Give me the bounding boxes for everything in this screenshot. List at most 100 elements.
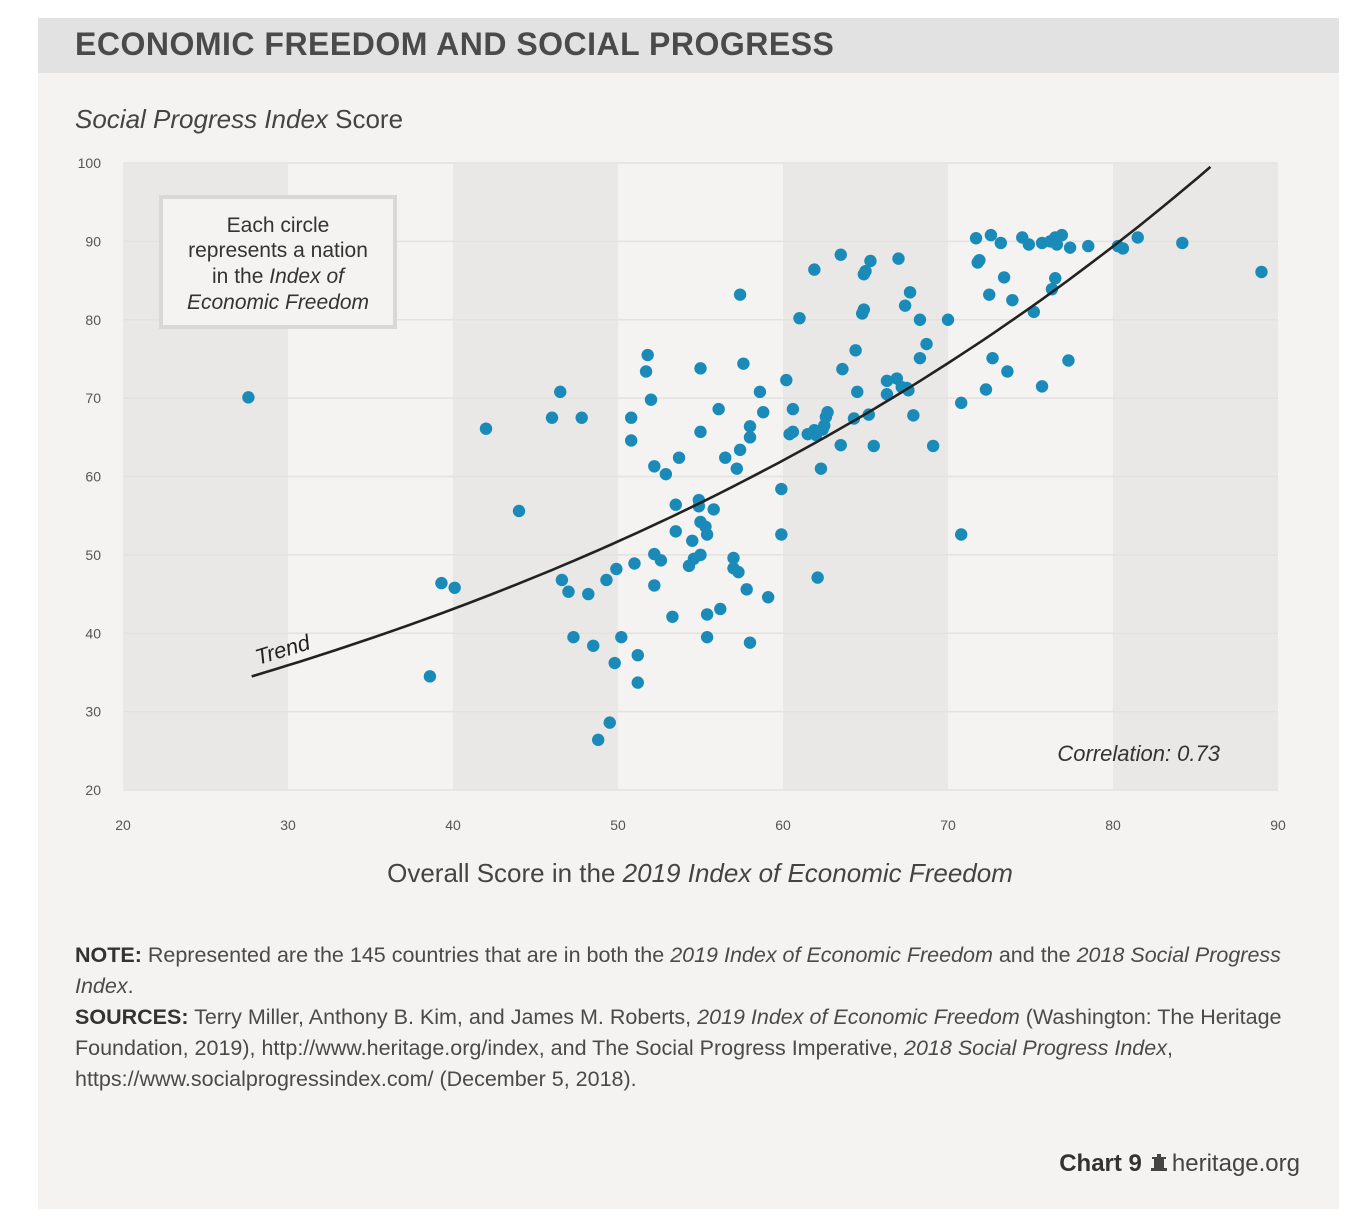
legend-line-3-italic: Index of	[269, 265, 346, 288]
y-tick-label: 20	[85, 782, 101, 798]
data-point	[880, 374, 894, 388]
data-point	[512, 504, 526, 518]
data-point	[821, 406, 834, 419]
footer: Chart 9 heritage.org	[1059, 1150, 1300, 1178]
data-point	[1062, 354, 1075, 367]
sources-text-1: Terry Miller, Anthony B. Kim, and James …	[188, 1005, 698, 1029]
chart-number: Chart 9	[1059, 1150, 1142, 1177]
chart-title: ECONOMIC FREEDOM AND SOCIAL PROGRESS	[75, 26, 835, 62]
data-point	[834, 248, 847, 261]
data-point	[913, 313, 927, 326]
data-point	[907, 409, 920, 422]
data-point	[814, 462, 828, 475]
data-point	[587, 639, 600, 652]
data-point	[732, 565, 745, 579]
data-point	[686, 534, 699, 547]
data-point	[1006, 293, 1019, 307]
legend-box: Each circle represents a nation in the I…	[159, 195, 397, 329]
y-axis-tick-labels: 20 30 40 50 60 70 80 90 100	[78, 155, 102, 798]
data-point	[242, 391, 255, 404]
liberty-bell-icon	[1150, 1154, 1167, 1171]
data-point	[669, 498, 682, 511]
trend-line	[251, 165, 1212, 678]
x-tick-label: 50	[610, 817, 626, 833]
data-point	[903, 286, 917, 299]
data-point	[545, 411, 559, 424]
x-tick-label: 30	[280, 817, 296, 833]
notes-section: NOTE: Represented are the 145 countries …	[75, 940, 1295, 1095]
data-point	[1050, 238, 1064, 251]
data-point	[849, 344, 862, 357]
data-point	[740, 583, 753, 596]
x-tick-label: 70	[940, 817, 956, 833]
data-point	[648, 579, 661, 592]
data-point	[1049, 272, 1062, 285]
legend-line-3-plain: in the	[212, 265, 269, 288]
data-point	[1255, 265, 1268, 279]
legend-line-1: Each circle	[227, 214, 330, 237]
y-axis-title-rest: Score	[327, 104, 404, 134]
data-point	[786, 425, 800, 439]
data-point	[555, 573, 569, 587]
note-italic-2: 2018 Social Progress Index	[75, 943, 1281, 998]
data-point	[955, 396, 968, 410]
data-point	[892, 252, 905, 265]
data-point	[984, 228, 998, 242]
note-italic-1: 2019 Index of Economic Freedom	[670, 943, 993, 967]
data-point	[1063, 241, 1077, 254]
data-point	[973, 253, 986, 267]
data-point	[700, 608, 714, 621]
data-point	[600, 573, 613, 587]
data-point	[1055, 228, 1069, 242]
data-point	[582, 587, 595, 601]
data-point	[448, 581, 461, 594]
y-tick-label: 70	[85, 390, 101, 406]
data-point	[997, 271, 1011, 284]
data-point	[562, 585, 575, 598]
data-point	[575, 411, 588, 424]
note-text-3: .	[127, 974, 134, 998]
data-point	[641, 348, 654, 362]
y-tick-label: 60	[85, 469, 101, 485]
data-point	[694, 362, 707, 375]
data-point	[836, 362, 849, 376]
x-tick-label: 60	[775, 817, 791, 833]
data-points	[242, 228, 1268, 747]
data-point	[983, 288, 996, 301]
y-axis-title-italic: Social Progress Index	[75, 104, 328, 134]
data-point	[743, 420, 757, 433]
y-tick-label: 50	[85, 547, 101, 563]
data-point	[648, 460, 661, 473]
data-point	[625, 411, 638, 424]
data-point	[859, 264, 872, 278]
correlation-label: Correlation: 0.73	[1057, 741, 1220, 766]
data-point	[969, 232, 983, 245]
data-point	[941, 313, 955, 326]
data-point	[554, 385, 567, 399]
data-point	[1045, 282, 1059, 296]
legend-line-3: in the Index of	[212, 265, 346, 288]
y-tick-label: 40	[85, 625, 101, 641]
data-point	[644, 393, 658, 406]
sources-italic-1: 2019 Index of Economic Freedom	[697, 1005, 1020, 1029]
data-point	[700, 630, 714, 644]
data-point	[880, 388, 894, 401]
data-point	[1116, 242, 1130, 255]
data-point	[864, 254, 877, 268]
data-point	[631, 676, 644, 689]
data-point	[615, 630, 628, 644]
data-point	[775, 482, 788, 496]
sources-italic-2: 2018 Social Progress Index	[904, 1036, 1167, 1060]
data-point	[913, 351, 927, 365]
x-axis-title: Overall Score in the 2019 Index of Econo…	[387, 858, 1013, 888]
data-point	[994, 236, 1007, 250]
x-axis-title-plain: Overall Score in the	[387, 858, 623, 888]
note-text-1: Represented are the 145 countries that a…	[141, 943, 671, 967]
sources-paragraph: SOURCES: Terry Miller, Anthony B. Kim, a…	[75, 1002, 1295, 1095]
data-point	[867, 439, 880, 453]
data-point	[743, 431, 757, 444]
data-point	[926, 439, 940, 453]
note-label: NOTE:	[75, 943, 142, 967]
data-point	[694, 425, 707, 439]
